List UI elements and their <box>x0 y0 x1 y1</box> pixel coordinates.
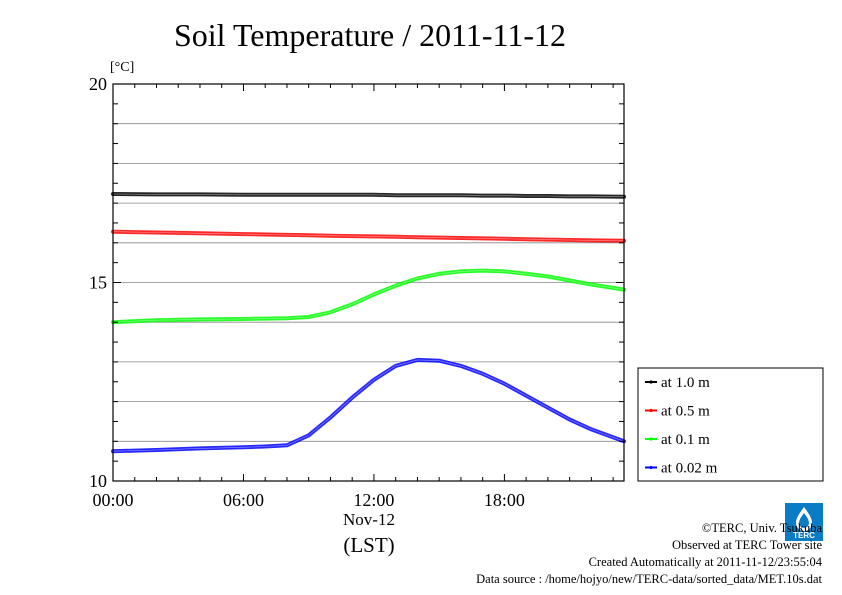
footer-source: Data source : /home/hojyo/new/TERC-data/… <box>476 572 822 586</box>
x-tick-label: 12:00 <box>353 490 394 510</box>
footer-created: Created Automatically at 2011-11-12/23:5… <box>588 555 822 569</box>
x-axis-label: (LST) <box>343 533 394 557</box>
series-layer <box>111 192 626 454</box>
legend-marker-1 <box>649 408 653 413</box>
series-line-3 <box>111 357 626 454</box>
chart-title: Soil Temperature / 2011-11-12 <box>174 17 566 53</box>
legend-marker-2 <box>649 437 653 441</box>
y-axis-label: [°C] <box>110 60 134 75</box>
y-tick-label: 10 <box>89 471 107 491</box>
terc-logo: TERC <box>785 503 823 541</box>
legend-marker-3 <box>649 465 653 470</box>
footer-credit: ©TERC, Univ. Tsukuba <box>701 521 822 535</box>
series-highlight-3 <box>112 359 625 452</box>
y-tick-label: 15 <box>89 273 107 293</box>
x-tick-label: 18:00 <box>484 490 525 510</box>
axis-ticks: 00:00 06:00 12:00 18:00 10 15 20 <box>89 74 624 510</box>
logo-text: TERC <box>793 531 815 540</box>
footer-observed: Observed at TERC Tower site <box>671 538 822 552</box>
legend-label-2: at 0.1 m <box>661 432 710 448</box>
x-tick-label: 00:00 <box>92 490 133 510</box>
legend-marker-0 <box>649 380 653 384</box>
x-tick-label: 06:00 <box>223 490 264 510</box>
y-tick-label: 20 <box>89 74 107 94</box>
series-highlight-0 <box>112 193 625 197</box>
date-label: Nov-12 <box>343 510 395 529</box>
legend-label-1: at 0.5 m <box>661 404 710 420</box>
legend-box <box>637 367 824 482</box>
legend-label-3: at 0.02 m <box>661 461 718 477</box>
series-line-2 <box>111 268 626 325</box>
legend: at 1.0 m at 0.5 m at 0.1 m at 0.02 m <box>637 367 824 482</box>
series-highlight-1 <box>112 231 625 242</box>
grid-lines <box>113 123 624 442</box>
series-highlight-2 <box>112 270 625 323</box>
legend-label-0: at 1.0 m <box>661 375 710 391</box>
